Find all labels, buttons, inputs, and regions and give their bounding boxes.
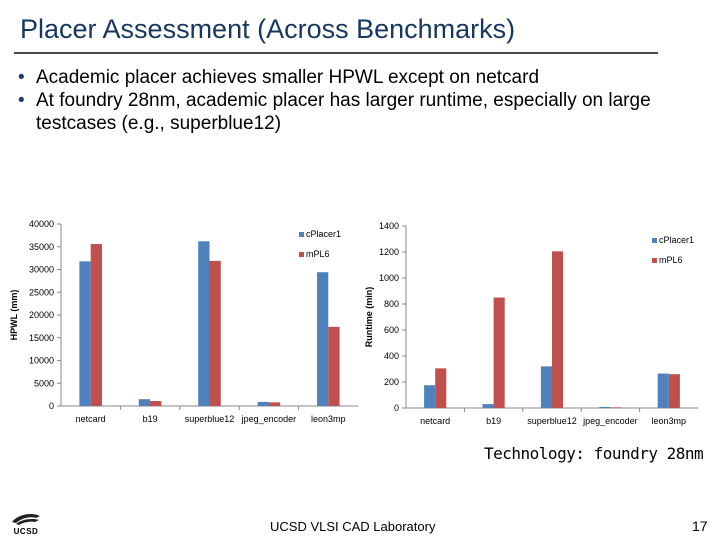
y-tick-label: 30000 [29, 265, 54, 275]
bar-cPlacer1-jpeg_encoder [257, 401, 269, 406]
bar-cPlacer1-superblue12 [540, 366, 552, 408]
bar-mPL6-jpeg_encoder [610, 407, 622, 408]
hpwl-bar-chart: HPWL (mm) 0 5000 10000 15000 20000 25000 30000 3… [8, 218, 365, 430]
bar-mPL6-superblue12 [552, 251, 564, 408]
x-tick-label: netcard [76, 414, 106, 424]
y-tick-label: 0 [49, 401, 54, 411]
y-tick-label: 20000 [29, 310, 54, 320]
y-tick-label: 15000 [29, 333, 54, 343]
x-tick-label: netcard [420, 416, 450, 426]
x-tick-label: jpeg_encoder [582, 416, 638, 426]
runtime-bar-chart: Runtime (min) 0 200 400 600 800 1000 1200 1400 ne… [362, 218, 704, 430]
y-axis-label: HPWL (mm) [9, 290, 19, 341]
bar-cPlacer1-jpeg_encoder [599, 406, 611, 408]
y-tick-label: 600 [384, 325, 399, 335]
legend-label: cPlacer1 [306, 229, 341, 239]
legend-swatch [299, 252, 304, 257]
x-tick-label: superblue12 [527, 416, 577, 426]
triton-icon [12, 514, 40, 525]
bar-cPlacer1-leon3mp [317, 272, 329, 406]
legend-swatch [299, 232, 304, 237]
legend-label: mPL6 [659, 255, 683, 265]
x-tick-label: leon3mp [311, 414, 346, 424]
ucsd-logo: UCSD [6, 510, 46, 538]
bullet-list: Academic placer achieves smaller HPWL ex… [18, 66, 708, 135]
x-tick-label: jpeg_encoder [241, 414, 297, 424]
chart-svg: Runtime (min) 0 200 400 600 800 1000 1200 1400 ne… [364, 221, 698, 426]
y-tick-label: 200 [384, 377, 399, 387]
y-tick-label: 1000 [379, 273, 399, 283]
bar-cPlacer1-leon3mp [657, 373, 669, 408]
y-tick-label: 1200 [379, 247, 399, 257]
bar-mPL6-netcard [90, 244, 102, 406]
x-tick-label: b19 [486, 416, 501, 426]
x-tick-label: leon3mp [652, 416, 687, 426]
y-tick-label: 400 [384, 351, 399, 361]
y-tick-label: 10000 [29, 356, 54, 366]
bar-cPlacer1-b19 [482, 404, 494, 408]
chart-svg: HPWL (mm) 0 5000 10000 15000 20000 25000 30000 3… [9, 219, 358, 424]
legend-label: mPL6 [306, 249, 330, 259]
x-tick-label: b19 [143, 414, 158, 424]
y-tick-label: 800 [384, 299, 399, 309]
y-tick-label: 35000 [29, 242, 54, 252]
technology-note: Technology: foundry 28nm [484, 444, 704, 463]
y-tick-label: 5000 [34, 378, 54, 388]
x-tick-label: superblue12 [185, 414, 235, 424]
bullet-item: At foundry 28nm, academic placer has lar… [18, 89, 708, 135]
y-tick-label: 40000 [29, 219, 54, 229]
slide-title: Placer Assessment (Across Benchmarks) [20, 14, 516, 44]
bar-cPlacer1-netcard [79, 261, 91, 406]
legend-swatch [652, 238, 657, 243]
bar-cPlacer1-superblue12 [198, 241, 210, 406]
bar-mPL6-leon3mp [328, 326, 340, 406]
logo-text: UCSD [13, 527, 39, 536]
bar-mPL6-b19 [493, 297, 505, 408]
y-axis-label: Runtime (min) [364, 287, 374, 348]
y-tick-label: 1400 [379, 221, 399, 231]
bar-cPlacer1-netcard [424, 385, 436, 408]
bar-mPL6-superblue12 [209, 260, 221, 406]
title-divider [14, 52, 658, 54]
bar-mPL6-netcard [435, 368, 447, 408]
bar-mPL6-leon3mp [668, 374, 680, 408]
y-tick-label: 0 [394, 403, 399, 413]
bullet-item: Academic placer achieves smaller HPWL ex… [18, 66, 708, 89]
page-number: 17 [692, 518, 708, 534]
legend-label: cPlacer1 [659, 235, 694, 245]
bar-mPL6-jpeg_encoder [268, 402, 281, 406]
bar-mPL6-b19 [150, 400, 162, 406]
legend-swatch [652, 258, 657, 263]
footer-text: UCSD VLSI CAD Laboratory [270, 519, 436, 534]
bar-cPlacer1-b19 [138, 399, 151, 406]
y-tick-label: 25000 [29, 287, 54, 297]
